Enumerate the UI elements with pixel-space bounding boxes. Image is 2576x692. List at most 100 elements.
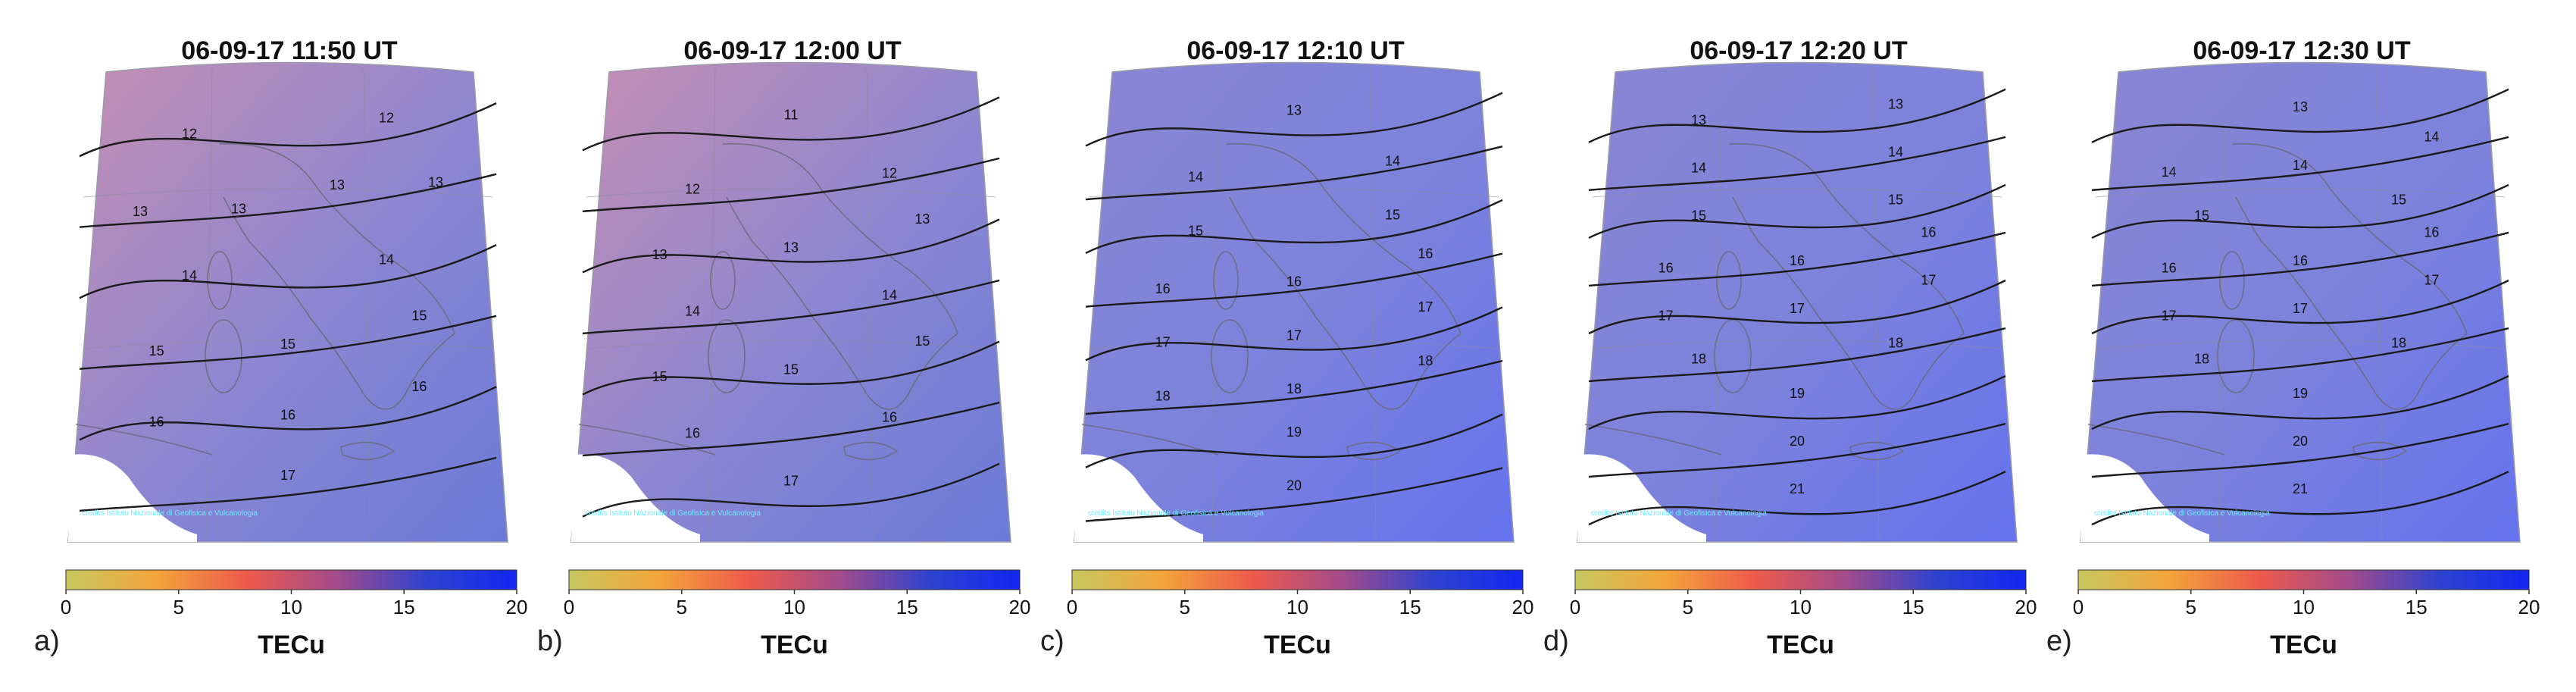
contour-label: 13 [133,204,148,219]
contour-label: 16 [280,407,295,422]
contour-label: 20 [2293,434,2308,449]
contour-label: 17 [2162,308,2177,323]
colorbar-tick-label: 15 [1399,596,1421,618]
colorbar-tick-label: 5 [174,596,184,618]
contour-line [2091,471,2509,526]
colorbar-tick-label: 20 [506,596,528,618]
panel-title: 06-09-17 11:50 UT [181,36,398,65]
parallel-line [1089,188,1499,198]
contour-label: 16 [1790,253,1805,268]
colorbar-unit-label: TECu [761,631,828,659]
contour-lines [79,102,497,512]
contour-label: 21 [2293,481,2308,496]
colorbar-tick-label: 15 [393,596,415,618]
contour-line [1588,471,2006,526]
contour-label: 17 [1921,273,1936,288]
contour-label: 15 [1188,223,1203,238]
panel-title: 06-09-17 12:00 UT [683,36,902,65]
contour-label: 13 [1286,102,1302,117]
map-field [571,61,1011,543]
contour-label: 14 [882,288,897,303]
no-data-region [1577,454,1706,542]
contour-label: 18 [2391,336,2406,351]
coastline [2087,142,2468,461]
colorbar-tick-label: 20 [1512,596,1534,618]
contour-lines [1085,92,1503,522]
africa-coast [75,424,213,456]
graticule [586,66,996,540]
contour-label: 13 [914,211,930,227]
colorbar-unit-label: TECu [1264,631,1331,659]
colorbar-unit-label: TECu [2270,631,2337,659]
contour-label: 17 [280,468,295,483]
sardinia-coast [1211,319,1249,393]
credit-watermark: credits Istituto Nazionale di Geofisica … [82,509,258,518]
contour-label: 13 [231,201,246,216]
contour-line [582,462,1000,518]
contour-label: 12 [685,181,700,196]
colorbar [2077,569,2530,590]
contour-line [1588,88,2006,143]
map-field [1074,61,1515,543]
italy-coast [1225,142,1462,410]
contour-label: 14 [1385,154,1400,169]
contour-label: 12 [379,111,394,126]
contour-label: 18 [1155,388,1171,403]
colorbar-tick-label: 0 [1067,596,1077,618]
contour-line [1085,306,1503,362]
coastline [578,142,958,461]
contour-label: 16 [882,410,897,425]
contour-line [1085,199,1503,254]
map-panel: 06-09-17 12:10 UT 13 14 14 15 15 16 16 16 17 17 17 1… [1040,36,1533,659]
contour-lines [1588,88,2006,526]
parallel-line [586,188,996,198]
graticule [83,66,493,540]
contour-label: 15 [2391,192,2406,207]
meridian-line [2218,66,2225,540]
africa-coast [1584,424,1722,456]
sardinia-coast [1714,319,1752,393]
italy-coast [219,142,455,410]
contour-label: 13 [1691,112,1706,127]
contour-line [582,340,1000,396]
contour-label: 16 [149,415,164,430]
parallel-line [2095,188,2506,198]
colorbar-tick-label: 5 [1180,596,1190,618]
contour-label: 16 [1286,274,1302,290]
contour-line [1588,279,2006,335]
colorbar-tick-label: 10 [1790,596,1812,618]
contour-line [79,173,497,228]
contour-line [582,401,1000,457]
colorbar-tick-label: 5 [1683,596,1693,618]
contour-line [2091,231,2509,287]
contour-label: 18 [1691,352,1706,367]
meridian-line [363,66,370,540]
contour-line [2091,422,2509,478]
contour-label: 16 [2293,253,2308,268]
contour-label: 14 [1691,160,1706,175]
panel-title: 06-09-17 12:20 UT [1690,36,1908,65]
contour-label: 18 [1286,381,1302,396]
parallel-line [2095,340,2506,349]
contour-label: 20 [1286,478,1302,493]
meridian-line [866,66,874,540]
contour-line [1085,413,1503,468]
contour-label: 14 [2424,130,2439,145]
panel-letter: b) [537,625,563,657]
credit-watermark: credits Istituto Nazionale di Geofisica … [1591,509,1767,518]
italy-coast [1728,142,1965,410]
meridian-line [205,66,213,540]
contour-lines [582,96,1000,518]
contour-label: 17 [783,474,799,489]
contour-label: 14 [685,304,700,319]
contour-label: 16 [685,426,700,441]
contour-label: 16 [1921,225,1936,240]
contour-label: 15 [2194,208,2209,223]
map-field [1577,61,2018,543]
meridian-line [1715,66,1722,540]
panel-title: 06-09-17 12:30 UT [2193,36,2411,65]
contour-line [1588,136,2006,192]
no-data-region [68,454,197,542]
coastline [75,142,455,461]
map-panel: 06-09-17 11:50 UT 12 12 13 13 13 13 14 14 15 15 15 1… [34,36,527,659]
